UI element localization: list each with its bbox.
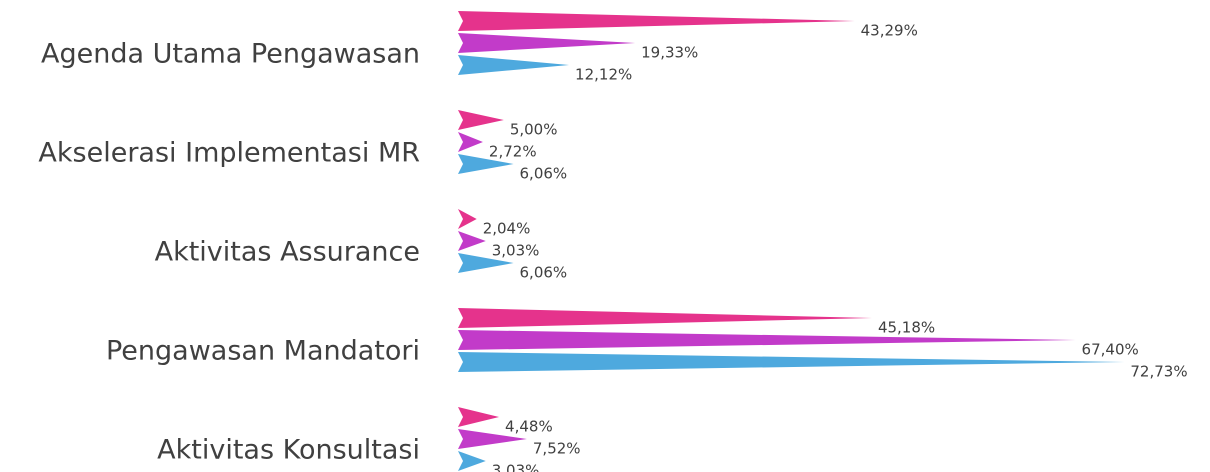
value-label: 3,03% bbox=[492, 462, 540, 472]
cone-bar bbox=[458, 253, 514, 273]
value-label: 19,33% bbox=[641, 44, 698, 62]
value-label: 4,48% bbox=[505, 418, 553, 436]
cone-bar bbox=[458, 352, 1125, 372]
value-label: 12,12% bbox=[575, 66, 632, 84]
cone-bar bbox=[458, 231, 486, 251]
category-label: Aktivitas Konsultasi bbox=[157, 435, 420, 466]
value-label: 72,73% bbox=[1130, 363, 1187, 381]
value-label: 67,40% bbox=[1082, 341, 1139, 359]
value-label: 2,72% bbox=[489, 143, 537, 161]
cone-bar bbox=[458, 429, 527, 449]
cone-bar bbox=[458, 11, 855, 31]
cone-bar bbox=[458, 308, 872, 328]
value-label: 43,29% bbox=[861, 22, 918, 40]
cone-bar bbox=[458, 33, 636, 53]
value-label: 3,03% bbox=[492, 242, 540, 260]
cone-bar bbox=[458, 110, 504, 130]
cone-bar bbox=[458, 55, 570, 75]
cone-bar bbox=[458, 209, 477, 229]
value-label: 2,04% bbox=[483, 220, 531, 238]
category-label: Pengawasan Mandatori bbox=[106, 336, 420, 367]
cone-bar bbox=[458, 132, 483, 152]
category-label: Aktivitas Assurance bbox=[155, 237, 420, 268]
cone-bar bbox=[458, 154, 514, 174]
value-label: 5,00% bbox=[510, 121, 558, 139]
cone-bar bbox=[458, 407, 500, 427]
category-label: Akselerasi Implementasi MR bbox=[38, 138, 420, 169]
cone-bar bbox=[458, 330, 1076, 350]
category-label: Agenda Utama Pengawasan bbox=[41, 39, 420, 70]
value-label: 45,18% bbox=[878, 319, 935, 337]
value-label: 6,06% bbox=[520, 264, 568, 282]
cone-bar bbox=[458, 451, 486, 471]
value-label: 6,06% bbox=[520, 165, 568, 183]
value-label: 7,52% bbox=[533, 440, 581, 458]
